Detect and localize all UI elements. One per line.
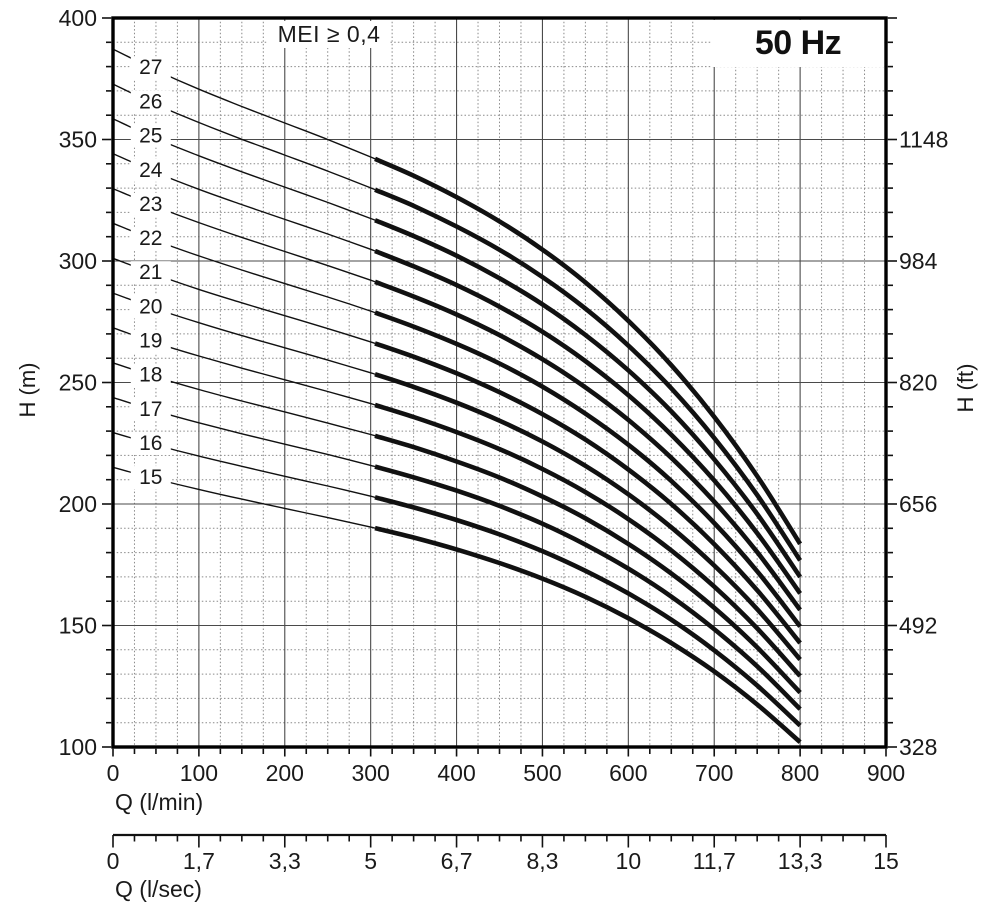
stage-label-box (130, 261, 171, 285)
stage-label-box (130, 192, 171, 216)
stage-label-21: 21 (139, 261, 162, 284)
secondary-x-tick-label: 10 (616, 848, 642, 874)
y-axis-right-title: H (ft) (953, 363, 978, 413)
stage-label-27: 27 (139, 56, 162, 79)
x-axis-secondary: 0 1,7 3,3 5 6,7 8,3 10 11,7 13,3 15 (107, 833, 899, 874)
stage-label-20: 20 (139, 295, 162, 318)
secondary-x-tick-label: 13,3 (778, 848, 823, 874)
secondary-x-tick-label: 3,3 (269, 848, 301, 874)
pump-curve-20 (374, 372, 802, 661)
stage-label-box (130, 397, 171, 421)
y-left-tick-label: 200 (59, 491, 97, 517)
stage-label-17: 17 (139, 398, 162, 421)
plot-frame (111, 16, 888, 749)
stage-label-box (130, 56, 171, 80)
x-tick-label: 100 (180, 760, 218, 786)
tick-labels: 0 100 200 300 400 500 600 700 800 900 100 150 200 250… (59, 5, 949, 786)
pump-curve-23 (374, 279, 802, 612)
pump-curve-25 (374, 218, 803, 579)
pump-curve-17 (374, 464, 802, 711)
x-axis-title: Q (l/min) (115, 788, 204, 815)
stage-label-box (130, 227, 171, 251)
pump-curve-18 (374, 433, 802, 695)
stage-label-22: 22 (139, 227, 162, 250)
y-right-tick-label: 1148 (899, 127, 948, 153)
pump-curve-27 (374, 156, 803, 546)
stage-label-18: 18 (139, 364, 162, 387)
secondary-x-tick-label: 6,7 (441, 848, 473, 874)
pump-curve-24 (374, 248, 802, 595)
y-right-tick-label: 820 (899, 370, 937, 396)
stage-label-box (130, 295, 171, 319)
secondary-x-tick-label: 5 (364, 848, 377, 874)
mei-annotation: MEI ≥ 0,4 (268, 21, 390, 48)
y-left-tick-label: 250 (59, 370, 97, 396)
stage-label-box (130, 431, 171, 455)
secondary-x-tick-label: 11,7 (693, 848, 736, 874)
x-tick-label: 800 (781, 760, 819, 786)
secondary-x-tick-label: 1,7 (183, 848, 215, 874)
frequency-title-text: 50 Hz (754, 24, 842, 62)
y-left-tick-label: 350 (59, 127, 97, 153)
secondary-x-tick-label: 8,3 (526, 848, 558, 874)
secondary-x-tick-label: 0 (107, 848, 120, 874)
stage-label-box (130, 90, 171, 114)
grid-major (113, 18, 886, 747)
frequency-title: 50 Hz (712, 20, 884, 67)
pump-curve-19 (374, 402, 802, 678)
y-left-tick-label: 150 (59, 613, 97, 639)
pump-curve-21 (374, 341, 802, 645)
x-tick-label: 300 (351, 760, 389, 786)
axis-ticks (102, 17, 897, 757)
pump-curves (112, 48, 803, 744)
x-tick-label: 400 (437, 760, 475, 786)
y-right-tick-label: 984 (899, 248, 938, 274)
x-tick-label: 200 (266, 760, 304, 786)
x-tick-label: 600 (609, 760, 647, 786)
y-left-tick-label: 100 (59, 734, 97, 760)
stage-label-box (130, 329, 171, 353)
mei-annotation-text: MEI ≥ 0,4 (277, 21, 381, 47)
pump-curve-22 (374, 310, 802, 628)
y-left-tick-label: 400 (59, 5, 97, 31)
stage-label-25: 25 (139, 125, 162, 148)
stage-label-box (130, 124, 171, 148)
y-right-tick-label: 656 (899, 491, 937, 517)
pump-curve-26 (374, 187, 803, 562)
stage-label-24: 24 (139, 159, 163, 182)
x-tick-label: 700 (695, 760, 733, 786)
stage-label-19: 19 (139, 330, 162, 353)
x-tick-label: 500 (523, 760, 561, 786)
y-right-tick-label: 492 (899, 613, 937, 639)
stage-label-23: 23 (139, 193, 162, 216)
stage-label-15: 15 (139, 466, 162, 489)
stage-label-16: 16 (139, 432, 162, 455)
pump-curve-16 (374, 495, 802, 728)
y-left-tick-label: 300 (59, 248, 97, 274)
stage-label-box (130, 466, 171, 490)
stage-label-box (130, 363, 171, 387)
secondary-x-tick-label: 15 (873, 848, 899, 874)
pump-curve-15 (374, 525, 802, 744)
x-tick-label: 0 (107, 760, 120, 786)
y-axis-left-title: H (m) (15, 362, 40, 418)
stage-labels: 27 26 25 24 23 22 21 20 19 18 17 16 15 (130, 56, 171, 490)
y-right-tick-label: 328 (899, 734, 937, 760)
stage-label-26: 26 (139, 91, 162, 114)
x-tick-label: 900 (867, 760, 905, 786)
stage-label-box (130, 158, 171, 182)
x-axis-secondary-title: Q (l/sec) (115, 875, 202, 902)
